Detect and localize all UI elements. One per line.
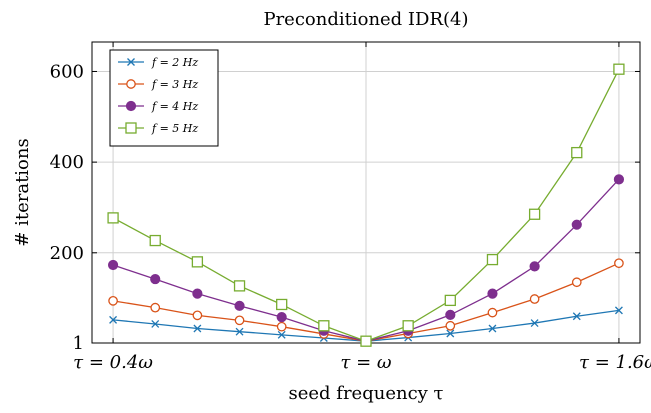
data-point — [234, 315, 245, 326]
data-point — [276, 321, 287, 332]
data-point — [276, 312, 287, 323]
chart-title: Preconditioned IDR(4) — [263, 9, 468, 30]
data-point — [192, 310, 203, 321]
data-point — [107, 212, 119, 224]
plot-area: τ = 0.4ω τ = ω τ = 1.6ω 1 200 400 600 — [50, 41, 651, 373]
legend-entry: f = 4 Hz — [118, 100, 198, 113]
data-point — [445, 309, 456, 320]
data-point — [530, 319, 539, 328]
data-point — [488, 324, 497, 333]
data-point — [571, 219, 582, 230]
x-tick-label: τ = 0.4ω — [73, 352, 153, 373]
legend-label: f = 3 Hz — [151, 78, 198, 91]
data-point — [235, 327, 244, 336]
y-tick-label: 400 — [50, 152, 84, 173]
legend-marker — [125, 100, 137, 112]
data-point — [234, 300, 245, 311]
data-point — [445, 320, 456, 331]
data-point — [276, 298, 288, 311]
data-point — [487, 307, 498, 318]
data-point — [528, 208, 541, 220]
y-axis-label: # iterations — [12, 138, 33, 246]
legend-entry: f = 2 Hz — [118, 56, 198, 69]
y-tick-label: 600 — [50, 61, 84, 82]
data-point — [571, 277, 582, 288]
series-4 — [107, 63, 625, 347]
data-point — [233, 280, 246, 292]
x-tick-label: τ = ω — [340, 352, 391, 373]
data-point — [277, 330, 286, 339]
data-point — [149, 234, 161, 247]
y-tick-label: 1 — [73, 333, 84, 354]
data-point — [193, 324, 202, 333]
legend-label: f = 2 Hz — [151, 56, 198, 69]
x-axis-label: seed frequency τ — [289, 383, 444, 404]
data-point — [613, 63, 625, 75]
data-point — [150, 302, 161, 313]
data-point — [108, 295, 118, 306]
data-point — [446, 329, 455, 338]
legend-entry: f = 3 Hz — [118, 78, 198, 91]
data-point — [529, 261, 540, 272]
data-point — [613, 174, 625, 185]
data-point — [614, 258, 624, 269]
data-point — [571, 146, 583, 159]
data-point — [318, 320, 330, 332]
data-point — [360, 335, 372, 347]
data-point — [109, 315, 118, 324]
data-point — [192, 288, 203, 299]
legend-label: f = 5 Hz — [151, 122, 198, 135]
data-point — [529, 294, 540, 304]
legend-marker — [125, 122, 137, 134]
data-point — [444, 294, 456, 307]
legend-entry: f = 5 Hz — [118, 122, 198, 135]
data-point — [572, 312, 581, 321]
x-tick-label: τ = 1.6ω — [579, 352, 651, 373]
data-point — [107, 259, 119, 271]
data-point — [486, 253, 499, 266]
legend-marker — [126, 79, 136, 89]
data-point — [191, 256, 204, 268]
data-point — [151, 320, 160, 328]
data-point — [487, 288, 498, 299]
legend: f = 2 Hz f = 3 Hz f = 4 Hz f = 5 Hz — [109, 49, 219, 147]
legend-label: f = 4 Hz — [151, 100, 198, 113]
data-point — [150, 273, 161, 285]
legend-marker — [127, 58, 135, 66]
data-point — [614, 306, 623, 315]
y-tick-label: 200 — [50, 243, 84, 264]
data-point — [402, 320, 414, 332]
